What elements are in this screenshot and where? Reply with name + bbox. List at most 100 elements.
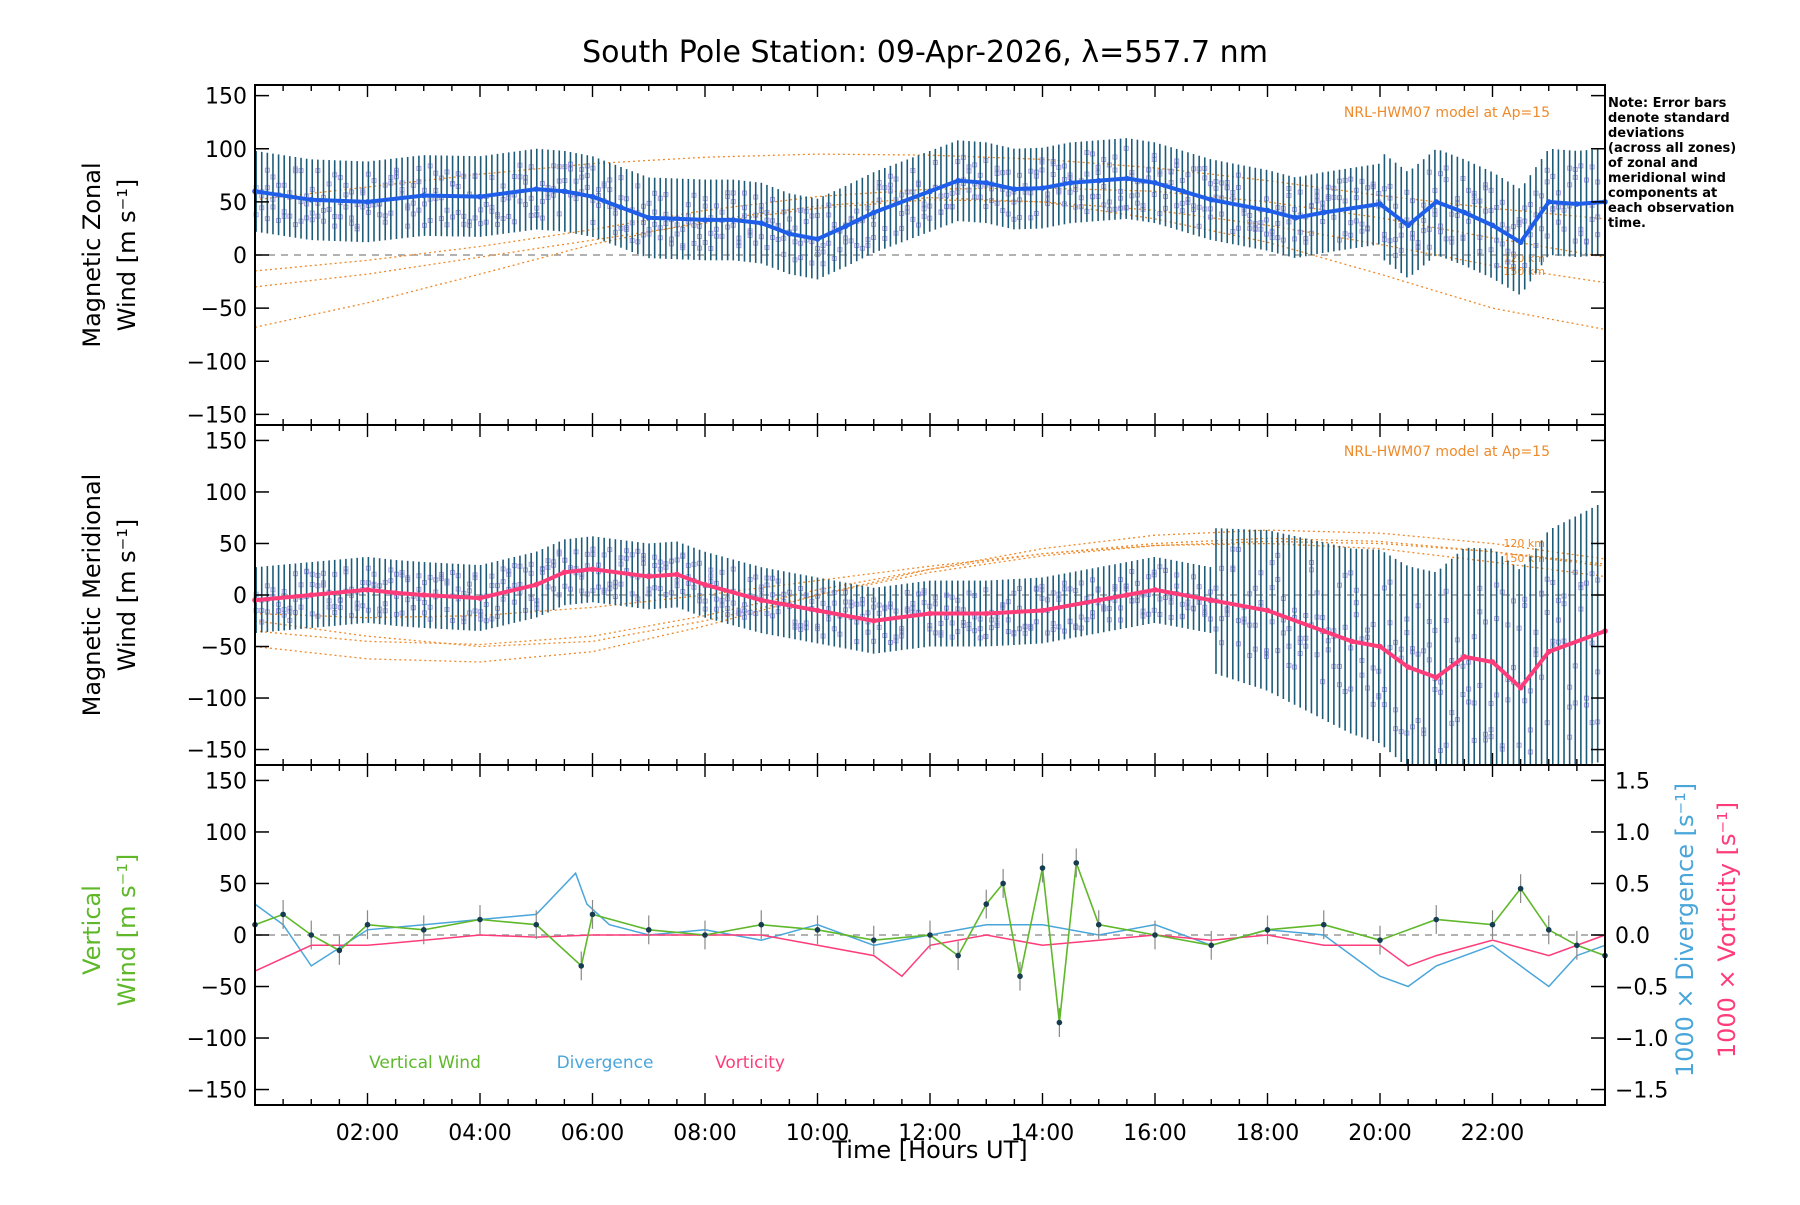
vertical-wind-point bbox=[758, 921, 765, 928]
vorticity-right-label: 1000 × Vorticity [s⁻¹] bbox=[1713, 802, 1741, 1058]
note-line: each observation bbox=[1608, 201, 1734, 216]
y-tick-label: 150 bbox=[205, 769, 247, 794]
y-tick-label: −150 bbox=[187, 403, 247, 428]
mean-point bbox=[1264, 207, 1271, 214]
mean-point bbox=[1517, 239, 1524, 246]
model-curve bbox=[254, 196, 1606, 331]
note-line: of zonal and bbox=[1608, 156, 1698, 171]
legend-divergence: Divergence bbox=[557, 1053, 654, 1073]
x-axis-label: Time [Hours UT] bbox=[831, 1136, 1027, 1164]
mean-point bbox=[1067, 179, 1074, 186]
mean-point bbox=[1545, 199, 1552, 205]
model-curve bbox=[254, 537, 1606, 646]
mean-point bbox=[870, 209, 877, 216]
note-block: Note: Error bars denote standard deviati… bbox=[1608, 96, 1736, 231]
y-tick-label: 0 bbox=[233, 244, 247, 269]
legend-vorticity: Vorticity bbox=[715, 1053, 785, 1073]
mean-point bbox=[983, 179, 990, 186]
y-tick-label: −150 bbox=[187, 739, 247, 764]
x-tick-label: 20:00 bbox=[1348, 1121, 1411, 1146]
meridional-ylabel: Magnetic Meridional Wind [m s⁻¹] bbox=[78, 474, 141, 717]
vertical-wind-point bbox=[870, 937, 877, 943]
zonal-model-label: NRL-HWM07 model at Ap=15 bbox=[1344, 105, 1550, 121]
y-tick-label: 100 bbox=[205, 821, 247, 846]
mean-point bbox=[702, 217, 708, 223]
mean-point bbox=[814, 236, 821, 242]
note-line: meridional wind bbox=[1608, 171, 1726, 186]
vertical-wind-point bbox=[1545, 927, 1552, 933]
x-tick-label: 06:00 bbox=[561, 1121, 624, 1146]
vertical-wind-point bbox=[364, 921, 371, 928]
plot-marks: 150100500−50−100−150150100500−50−100−150… bbox=[187, 84, 1668, 1146]
x-tick-label: 08:00 bbox=[673, 1121, 736, 1146]
mean-point bbox=[1461, 209, 1468, 216]
mean-point bbox=[1320, 209, 1327, 216]
mean-point bbox=[1574, 201, 1580, 207]
right-tick-label: 0.0 bbox=[1615, 924, 1650, 949]
mean-point bbox=[477, 595, 483, 601]
model-curve bbox=[254, 542, 1606, 663]
vertical-wind-point bbox=[983, 901, 990, 907]
mean-point bbox=[1545, 648, 1552, 655]
vertical-wind-point bbox=[955, 952, 961, 959]
x-tick-label: 10:00 bbox=[786, 1121, 849, 1146]
meridional-alt-label-120: 120 km bbox=[1503, 537, 1545, 550]
mean-point bbox=[1517, 684, 1524, 691]
vertical-wind-point bbox=[308, 932, 315, 938]
mean-point bbox=[1152, 179, 1158, 186]
meridional-ylabel-line1: Magnetic Meridional bbox=[78, 474, 106, 717]
vertical-ylabel: Vertical Wind [m s⁻¹] bbox=[78, 854, 141, 1006]
mean-point bbox=[1180, 188, 1186, 195]
vertical-ylabel-line2: Wind [m s⁻¹] bbox=[113, 854, 141, 1006]
y-tick-label: 50 bbox=[219, 532, 247, 557]
y-tick-label: −50 bbox=[201, 636, 247, 661]
mean-point bbox=[1405, 222, 1411, 229]
note-line: time. bbox=[1608, 216, 1646, 231]
vertical-wind-point bbox=[927, 932, 933, 938]
vertical-wind-point bbox=[1073, 860, 1080, 866]
right-tick-label: −0.5 bbox=[1615, 976, 1668, 1001]
mean-point bbox=[870, 617, 877, 624]
mean-point bbox=[589, 566, 596, 573]
mean-point bbox=[1208, 196, 1215, 203]
model-curve bbox=[254, 529, 1606, 648]
y-tick-label: 150 bbox=[205, 85, 247, 110]
x-tick-label: 18:00 bbox=[1236, 1121, 1299, 1146]
note-line: components at bbox=[1608, 186, 1717, 201]
mean-point bbox=[308, 196, 315, 203]
vertical-wind-point bbox=[1433, 916, 1440, 923]
vertical-wind-point bbox=[1095, 921, 1102, 928]
vertical-wind-point bbox=[589, 911, 596, 918]
mean-point bbox=[1039, 185, 1046, 191]
y-tick-label: 100 bbox=[205, 138, 247, 163]
mean-point bbox=[1349, 638, 1355, 645]
mean-point bbox=[420, 192, 427, 199]
x-tick-label: 12:00 bbox=[898, 1121, 961, 1146]
mean-point bbox=[1264, 607, 1271, 614]
right-tick-label: 1.0 bbox=[1615, 821, 1650, 846]
vertical-wind-point bbox=[1377, 937, 1383, 943]
mean-point bbox=[308, 592, 315, 598]
zonal-ylabel-line1: Magnetic Zonal bbox=[78, 162, 106, 347]
right-tick-label: −1.0 bbox=[1615, 1027, 1668, 1052]
meridional-model-label: NRL-HWM07 model at Ap=15 bbox=[1344, 444, 1550, 460]
vertical-wind-point bbox=[1039, 865, 1046, 871]
panel-1: 150 100 50 0 −50 −100 −150 bbox=[187, 424, 1608, 766]
mean-point bbox=[561, 569, 568, 576]
vertical-wind-point bbox=[336, 947, 343, 954]
mean-point bbox=[645, 215, 652, 221]
zonal-ylabel: Magnetic Zonal Wind [m s⁻¹] bbox=[78, 162, 141, 347]
mean-point bbox=[1011, 186, 1018, 192]
x-tick-label: 14:00 bbox=[1011, 1121, 1074, 1146]
y-tick-label: 0 bbox=[233, 924, 247, 949]
mean-point bbox=[1405, 664, 1411, 670]
mean-point bbox=[927, 188, 933, 195]
panel-2: 1.5 1.0 0.5 0.0 −0.5 −1.0 −1.5 150 100 50 0 −50 −100… bbox=[187, 764, 1668, 1106]
right-tick-label: −1.5 bbox=[1615, 1079, 1668, 1104]
vertical-wind-point bbox=[280, 911, 286, 918]
x-tick-label: 04:00 bbox=[448, 1121, 511, 1146]
mean-point bbox=[477, 193, 483, 200]
vertical-wind-point bbox=[1489, 921, 1496, 928]
